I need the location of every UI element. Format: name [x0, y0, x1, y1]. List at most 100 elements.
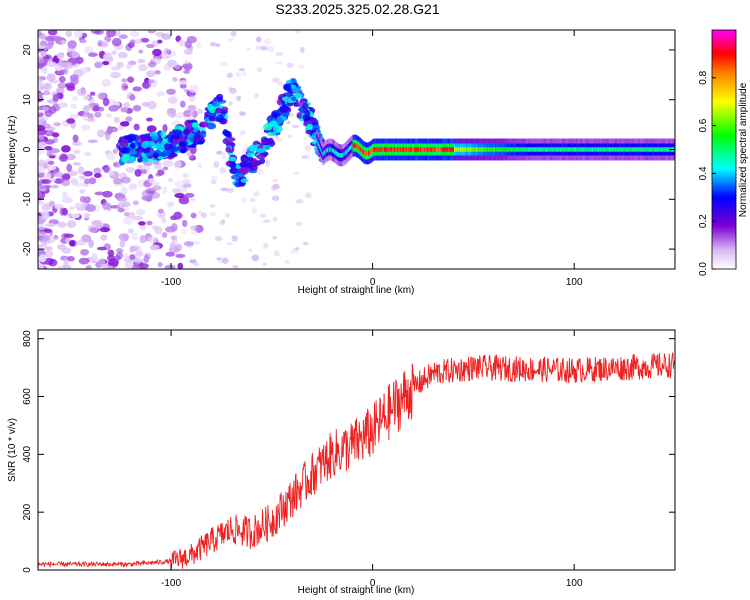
- spectrogram-line-core: [439, 147, 442, 152]
- spectrogram-noise-blob: [72, 134, 79, 143]
- spectrogram-line-core: [600, 147, 603, 152]
- spectrogram-noise-blob: [56, 221, 67, 229]
- spectrogram-line-core: [450, 147, 453, 152]
- spectrogram-line-core: [357, 144, 360, 150]
- spectrogram-noise-blob: [85, 104, 94, 111]
- spectrogram-noise-blob: [120, 121, 130, 127]
- spectrogram-x-tick-label: 100: [566, 277, 583, 288]
- spectrogram-line-core: [500, 147, 503, 152]
- spectrogram-noise-blob: [181, 219, 188, 228]
- spectrogram-line-core: [587, 147, 590, 152]
- spectrogram-line-core: [521, 147, 524, 152]
- spectrogram-line-core: [512, 147, 515, 152]
- spectrogram-noise-blob: [235, 72, 242, 77]
- spectrogram-noise-blob: [104, 132, 111, 141]
- spectrogram-ridge-blob: [216, 114, 224, 122]
- spectrogram-noise-blob: [241, 197, 247, 204]
- spectrogram-ridge-blob: [178, 141, 187, 147]
- spectrogram-line-core: [438, 147, 441, 152]
- spectrogram-noise-blob: [219, 167, 227, 174]
- spectrogram-line-core: [597, 147, 600, 152]
- spectrogram-noise-blob: [272, 179, 278, 183]
- spectrogram-line-core: [455, 147, 458, 152]
- spectrogram-line-core: [654, 147, 657, 152]
- spectrogram-line-core: [340, 153, 343, 158]
- spectrogram-line-core: [549, 147, 552, 152]
- spectrogram-noise-blob: [100, 234, 108, 241]
- spectrogram-line-core: [532, 147, 535, 152]
- spectrogram-line-core: [606, 147, 609, 152]
- spectrogram-line-core: [375, 147, 378, 152]
- spectrogram-noise-blob: [141, 101, 150, 107]
- spectrogram-ridge-blob: [183, 128, 190, 136]
- spectrogram-line-core: [385, 147, 388, 152]
- spectrogram-noise-blob: [127, 76, 135, 83]
- spectrogram-noise-blob: [45, 35, 55, 42]
- spectrogram-line-core: [562, 147, 565, 152]
- spectrogram-noise-blob: [162, 186, 168, 195]
- spectrogram-line-core: [590, 147, 593, 152]
- spectrogram-line-core: [477, 147, 480, 152]
- spectrogram-noise-blob: [74, 30, 84, 39]
- spectrogram-noise-blob: [88, 239, 94, 248]
- spectrogram-noise-blob: [66, 153, 76, 161]
- spectrogram-noise-blob: [70, 178, 79, 186]
- spectrogram-noise-blob: [43, 228, 53, 233]
- spectrogram-noise-blob: [61, 145, 71, 153]
- spectrogram-noise-blob: [236, 95, 241, 102]
- spectrogram-line-core: [489, 147, 492, 152]
- spectrogram-noise-blob: [120, 107, 129, 113]
- spectrogram-noise-blob: [94, 191, 106, 196]
- spectrogram-noise-blob: [229, 87, 237, 94]
- spectrogram-noise-blob: [45, 249, 53, 259]
- spectrogram-line-core: [537, 147, 540, 152]
- spectrogram-line-core: [665, 147, 668, 152]
- spectrogram-noise-blob: [123, 102, 130, 108]
- spectrogram-line-core: [504, 147, 507, 152]
- spectrogram-line-core: [370, 149, 373, 154]
- spectrogram-ridge-blob: [305, 129, 314, 135]
- spectrogram-line-core: [415, 147, 418, 152]
- spectrogram-noise-blob: [147, 61, 157, 68]
- spectrogram-ridge-blob: [240, 154, 249, 163]
- spectrogram-line-core: [433, 147, 436, 152]
- spectrogram-noise-blob: [131, 265, 141, 269]
- spectrogram-line-core: [441, 147, 444, 152]
- spectrogram-ridge-blob: [167, 137, 173, 144]
- spectrogram-noise-blob: [38, 56, 45, 64]
- spectrogram-noise-blob: [193, 262, 200, 267]
- spectrogram-noise-blob: [130, 30, 140, 38]
- spectrogram-line-core: [337, 152, 340, 158]
- spectrogram-noise-blob: [43, 90, 51, 96]
- spectrogram-noise-blob: [59, 207, 65, 216]
- spectrogram-noise-blob: [215, 43, 221, 48]
- spectrogram-noise-blob: [129, 39, 136, 45]
- spectrogram-ridge-blob: [164, 143, 171, 150]
- spectrogram-line-core: [448, 147, 451, 152]
- spectrogram-line-core: [428, 147, 431, 152]
- spectrogram-noise-blob: [214, 236, 223, 242]
- spectrogram-noise-blob: [106, 30, 116, 38]
- spectrogram-noise-blob: [71, 141, 83, 146]
- spectrogram-noise-blob: [175, 253, 186, 258]
- spectrogram-line-core: [318, 144, 321, 149]
- spectrogram-noise-blob: [47, 160, 55, 165]
- spectrogram-ridge-blob: [264, 145, 270, 150]
- spectrogram-noise-blob: [132, 200, 140, 206]
- spectrogram-line-core: [418, 147, 421, 152]
- spectrogram-noise-blob: [71, 95, 79, 102]
- spectrogram-noise-blob: [135, 208, 146, 216]
- spectrogram-noise-blob: [80, 248, 90, 256]
- spectrogram-noise-blob: [132, 104, 142, 112]
- spectrogram-line-core: [518, 147, 521, 152]
- spectrogram-noise-blob: [63, 257, 69, 266]
- spectrogram-line-core: [336, 151, 339, 157]
- spectrogram-line-core: [487, 147, 490, 152]
- spectrogram-ridge-blob: [304, 109, 311, 117]
- spectrogram-ridge-blob: [208, 115, 216, 122]
- spectrogram-line-core: [645, 147, 648, 152]
- spectrogram-line-core: [406, 147, 409, 152]
- spectrogram-line-core: [566, 147, 569, 152]
- spectrogram-line-core: [658, 147, 661, 152]
- spectrogram-noise-blob: [41, 179, 52, 185]
